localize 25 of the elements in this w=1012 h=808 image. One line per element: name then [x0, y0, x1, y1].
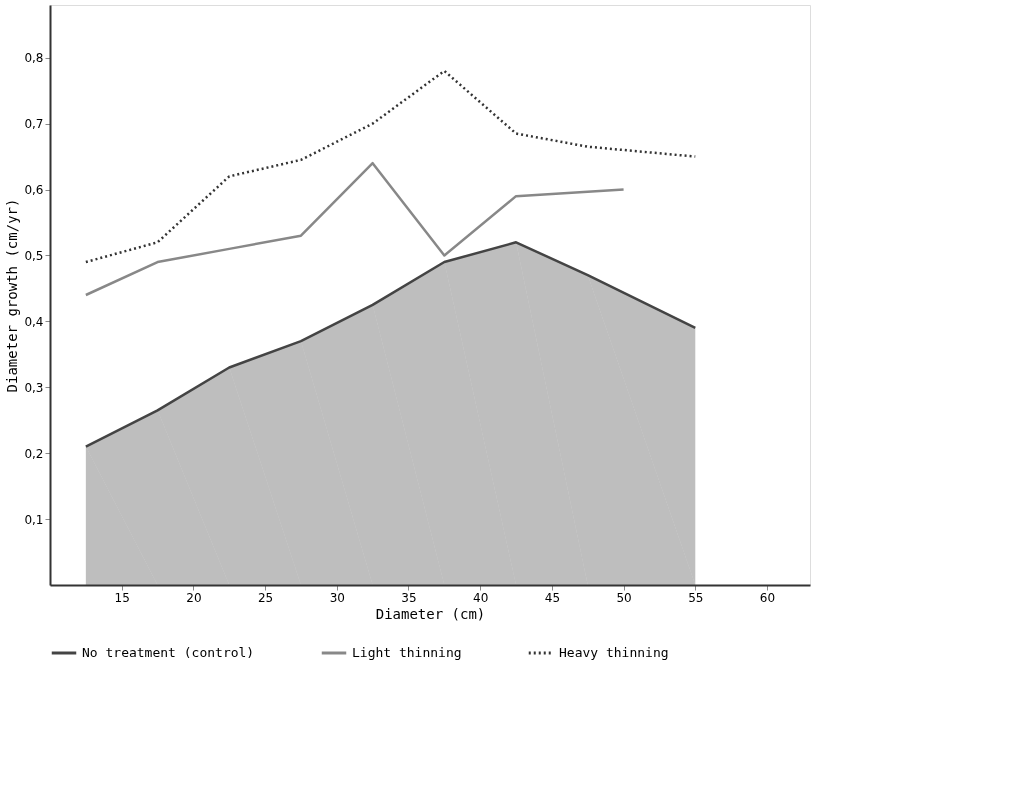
- y-tick-label: 0,7: [24, 117, 44, 132]
- y-tick-label: 0,8: [24, 51, 44, 66]
- legend-label: No treatment (control): [82, 645, 255, 660]
- x-tick-label: 35: [401, 590, 417, 605]
- line-series: [84, 69, 697, 264]
- x-tick-label: 55: [688, 590, 704, 605]
- x-axis-title: Diameter (cm): [375, 605, 486, 622]
- x-tick-label: 20: [186, 590, 202, 605]
- legend-label: Light thinning: [352, 645, 462, 660]
- y-tick-label: 0,6: [24, 183, 44, 198]
- x-tick-label: 40: [473, 590, 489, 605]
- y-tick-label: 0,2: [24, 446, 44, 461]
- x-tick-label: 50: [616, 590, 632, 605]
- y-tick-label: 0,1: [24, 512, 44, 527]
- x-tick-label: 60: [759, 590, 776, 605]
- x-tick-label: 25: [257, 590, 274, 605]
- y-tick-label: 0,4: [24, 314, 44, 329]
- x-tick-label: 45: [544, 590, 561, 605]
- legend-label: Heavy thinning: [559, 645, 669, 660]
- line-series: [84, 161, 625, 297]
- y-tick-label: 0,5: [24, 248, 44, 263]
- x-tick-label: 15: [114, 590, 130, 605]
- y-axis-title: Diameter growth (cm/yr): [4, 198, 21, 393]
- y-tick-label: 0,3: [24, 380, 44, 395]
- x-tick-label: 30: [329, 590, 345, 605]
